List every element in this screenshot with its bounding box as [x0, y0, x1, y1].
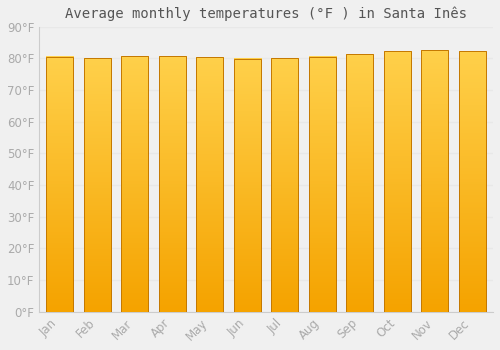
Bar: [46, 57, 74, 312]
Bar: [272, 58, 298, 312]
Bar: [84, 58, 111, 312]
Title: Average monthly temperatures (°F ) in Santa Inês: Average monthly temperatures (°F ) in Sa…: [65, 7, 467, 21]
Bar: [122, 56, 148, 312]
Bar: [159, 56, 186, 312]
Bar: [459, 51, 486, 312]
Bar: [196, 57, 224, 312]
Bar: [309, 57, 336, 312]
Bar: [234, 59, 261, 312]
Bar: [346, 54, 374, 312]
Bar: [422, 50, 448, 312]
Bar: [384, 51, 411, 312]
